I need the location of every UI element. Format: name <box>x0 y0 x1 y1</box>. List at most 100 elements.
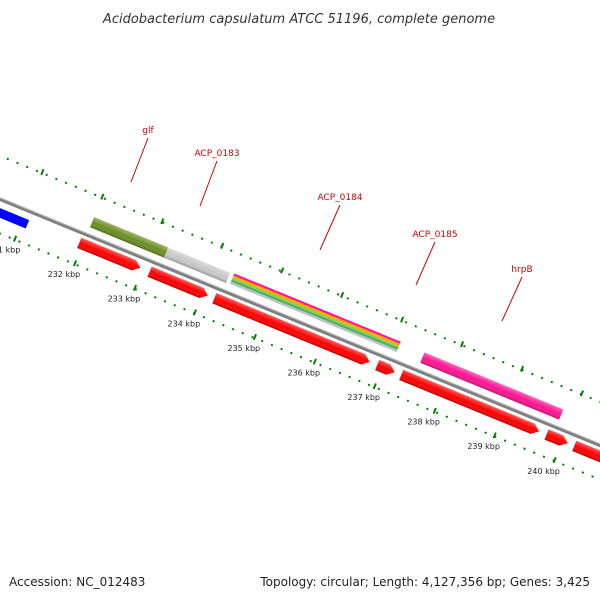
scale-dot <box>404 321 408 324</box>
scale-dot <box>492 356 495 360</box>
tick-label: 231 kbp <box>0 246 20 255</box>
scale-dot <box>84 189 87 193</box>
scale-dot <box>531 372 534 376</box>
genome-summary-text: Topology: circular; Length: 4,127,356 bp… <box>259 575 590 589</box>
scale-dot <box>424 328 427 332</box>
scale-dot <box>278 269 282 272</box>
scale-dot <box>154 295 157 299</box>
scale-dot <box>173 303 177 307</box>
scale-dot <box>501 360 505 364</box>
scale-dot <box>375 309 379 312</box>
scale-dot <box>591 475 594 478</box>
scale-dot <box>268 265 272 268</box>
scale-dot <box>472 348 476 352</box>
scale-dot <box>348 375 351 379</box>
scale-dot <box>229 249 233 252</box>
scale-dot <box>445 415 449 419</box>
page-title: Acidobacterium capsulatum ATCC 51196, co… <box>102 12 495 27</box>
tick-label: 239 kbp <box>467 442 500 451</box>
tick-label: 240 kbp <box>527 467 560 476</box>
scale-dot <box>562 463 565 466</box>
scale-dot <box>309 359 313 363</box>
scale-dot <box>474 427 478 431</box>
scale-dot <box>37 248 41 251</box>
tick-label: 235 kbp <box>228 344 261 353</box>
major-tick <box>252 333 257 341</box>
scale-dot <box>249 257 252 260</box>
tick-label: 232 kbp <box>48 270 81 279</box>
scale-dot <box>27 244 31 247</box>
tick-label: 233 kbp <box>108 295 141 304</box>
scale-dot <box>346 297 350 300</box>
scale-dot <box>589 396 592 400</box>
genome-track: 231 kbp 232 kbp 233 kbp 234 kbp 235 kbp 236 k… <box>0 157 600 478</box>
scale-dot <box>115 280 118 283</box>
scale-dot <box>414 324 418 328</box>
scale-dot <box>327 289 330 292</box>
callout-line <box>501 276 523 322</box>
scale-dot <box>387 391 390 395</box>
scale-dot <box>132 209 136 213</box>
scale-dot <box>222 323 225 327</box>
gene-label: ACP_0185 <box>412 230 457 240</box>
cds-arrow <box>399 369 540 434</box>
scale-ticks: 231 kbp 232 kbp 233 kbp 234 kbp 235 kbp 236 k… <box>0 168 585 476</box>
cds-arrow <box>544 429 568 446</box>
callout-line <box>130 137 149 183</box>
callout-line <box>415 241 436 286</box>
cds-arrow <box>375 359 395 375</box>
gene-label: glf <box>142 126 154 136</box>
scale-dot <box>377 387 381 391</box>
major-tick <box>400 316 405 323</box>
scale-dot <box>259 261 262 264</box>
scale-dot <box>385 313 388 316</box>
scale-dot <box>183 307 186 311</box>
scale-dot <box>202 315 206 319</box>
scale-dot <box>231 327 235 331</box>
acp0183-gene-bar-shade <box>164 247 231 284</box>
cds-arrow <box>572 440 600 477</box>
major-tick <box>372 383 377 390</box>
scale-dot <box>74 185 78 189</box>
scale-dot <box>513 443 517 447</box>
scale-dot <box>571 467 575 470</box>
scale-dot <box>367 383 371 387</box>
scale-dot <box>113 201 116 205</box>
scale-dot <box>55 177 58 181</box>
scale-dot <box>181 229 184 232</box>
major-tick <box>192 309 197 316</box>
gene-callouts: glf ACP_0183 ACP_0184 ACP_0185 hrpB <box>130 126 533 322</box>
scale-dot <box>550 380 554 384</box>
scale-dot <box>239 253 243 256</box>
scale-dot <box>142 213 146 217</box>
major-tick <box>519 365 525 372</box>
major-tick <box>220 242 225 249</box>
gene-label: ACP_0183 <box>194 149 239 159</box>
scale-dot <box>56 256 60 259</box>
acp0184-striped-bar <box>230 273 401 353</box>
backbone-highlight <box>0 182 600 472</box>
gene-label: ACP_0184 <box>317 193 362 203</box>
scale-dot <box>299 355 303 359</box>
scale-dot <box>453 340 456 344</box>
scale-dot <box>0 232 2 235</box>
scale-dot <box>416 403 419 407</box>
tick-label: 237 kbp <box>347 393 380 402</box>
scale-dot <box>200 237 204 240</box>
major-tick <box>460 341 465 348</box>
scale-dot <box>542 455 546 458</box>
scale-dot <box>18 240 21 243</box>
callout-line <box>319 204 341 251</box>
scale-dot <box>280 347 283 351</box>
major-tick <box>100 193 105 200</box>
scale-dot <box>463 344 466 348</box>
scale-dot <box>435 411 439 415</box>
scale-dot <box>171 225 175 228</box>
scale-dot <box>260 339 264 343</box>
scale-dot <box>455 419 458 423</box>
hrpB-gene-bar-shade <box>420 352 564 420</box>
scale-dot <box>152 217 155 221</box>
major-tick <box>280 267 285 274</box>
scale-dot <box>93 193 97 197</box>
